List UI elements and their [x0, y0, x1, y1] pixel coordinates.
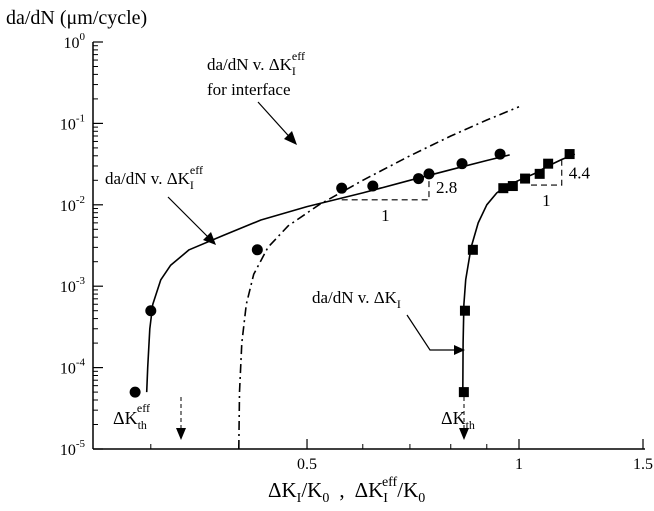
- threshold-eff-arrowhead: [176, 428, 186, 440]
- threshold-arrowhead: [459, 428, 469, 440]
- square-marker: [498, 183, 509, 194]
- y-tick-label: 10-4: [60, 357, 86, 378]
- data-markers: [129, 148, 575, 398]
- circle-marker: [145, 305, 157, 317]
- square-marker: [507, 181, 518, 192]
- slope-rise-label: 4.4: [569, 163, 591, 182]
- x-tick-label: 1: [515, 456, 523, 473]
- fit-curves: [145, 106, 576, 450]
- square-marker: [520, 173, 531, 184]
- slope-triangle: [530, 159, 563, 186]
- arrowhead-ki: [454, 345, 465, 355]
- y-tick-label: 10-3: [60, 275, 86, 296]
- y-tick-label: 10-1: [60, 112, 85, 133]
- label-dk-th-eff: ΔKtheff: [113, 401, 150, 432]
- arrow-ki: [406, 314, 461, 351]
- label-dk-th: ΔKth: [441, 408, 475, 432]
- fit-curve-2: [238, 106, 520, 450]
- arrow-keff: [167, 196, 215, 244]
- y-tick-label: 10-5: [60, 438, 86, 459]
- slope-triangle: [341, 173, 430, 201]
- square-marker: [543, 158, 554, 169]
- circle-marker: [129, 386, 141, 398]
- circle-marker: [423, 168, 435, 180]
- circle-marker: [367, 180, 379, 192]
- label-dadn-vs-keff-interface: da/dN v. ΔKIeff: [207, 49, 305, 78]
- label-dadn-vs-keff: da/dN v. ΔKIeff: [105, 163, 203, 192]
- square-marker: [467, 244, 478, 255]
- fit-curve-3: [462, 153, 576, 393]
- y-axis-label: da/dN (μm/cycle): [6, 7, 147, 29]
- y-tick-label: 100: [64, 31, 86, 52]
- square-marker: [458, 387, 469, 398]
- label-interface-line2: for interface: [207, 80, 291, 99]
- x-tick-group: 0.5 1 1.5: [150, 439, 653, 473]
- square-marker: [564, 149, 575, 160]
- slope-rise-label: 2.8: [436, 178, 457, 197]
- square-marker: [534, 168, 545, 179]
- x-axis-label: ΔKI/K0, ΔKIeff/K0: [268, 475, 425, 506]
- x-tick-label: 1.5: [633, 456, 653, 473]
- y-tick-label: 10-2: [60, 194, 85, 215]
- arrowhead-interface: [284, 131, 297, 145]
- fit-curve-1: [145, 154, 510, 393]
- circle-marker: [413, 173, 425, 185]
- circle-marker: [456, 158, 468, 170]
- y-tick-group: 10-5 10-4 10-3 10-2 10-1 100: [60, 31, 103, 459]
- circle-marker: [494, 148, 506, 160]
- slope-run-label: 1: [381, 206, 390, 225]
- arrowhead-keff: [203, 232, 216, 245]
- square-marker: [459, 305, 470, 316]
- circle-marker: [251, 244, 263, 256]
- slope-triangles: 1 2.8 1 4.4: [341, 159, 591, 225]
- slope-run-label: 1: [542, 191, 551, 210]
- x-tick-label: 0.5: [297, 456, 317, 473]
- label-dadn-vs-ki: da/dN v. ΔKI: [312, 288, 401, 311]
- circle-marker: [336, 182, 348, 194]
